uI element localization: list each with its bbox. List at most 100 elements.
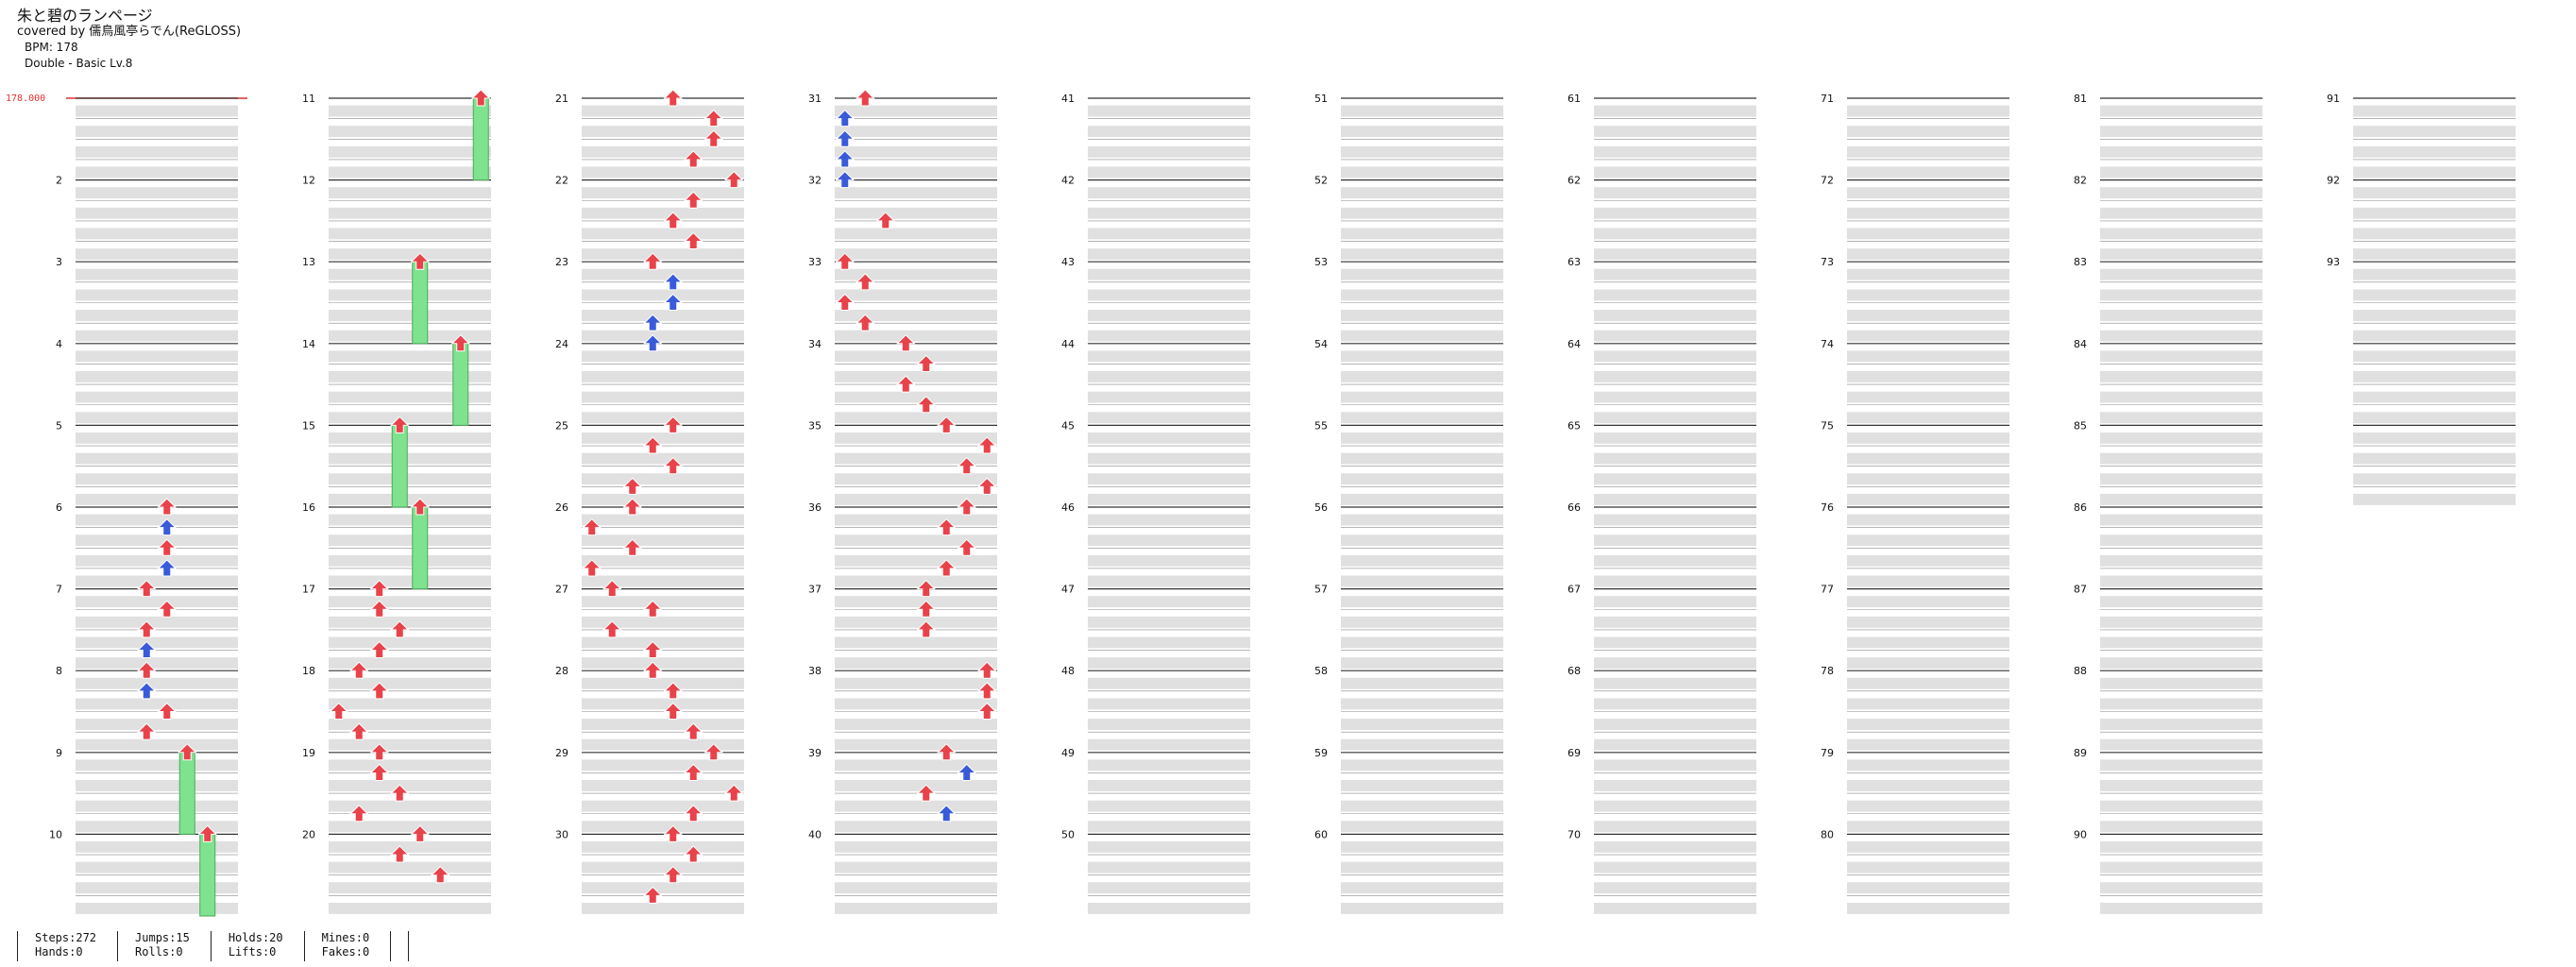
measure-label: 90 [2074, 828, 2087, 840]
row-band [1847, 616, 2009, 628]
measure-label: 14 [302, 338, 315, 350]
row-band [582, 657, 744, 670]
row-band [1847, 514, 2009, 526]
row-band [1594, 780, 1756, 791]
step-arrow [684, 845, 703, 863]
stat-hands: Hands:0 [35, 945, 83, 959]
row-band [329, 616, 491, 628]
row-band [582, 514, 744, 526]
row-band [835, 861, 997, 874]
row-band [1088, 310, 1250, 321]
measure-label: 12 [302, 175, 315, 187]
row-band [835, 575, 997, 587]
measure-label: 2 [56, 175, 62, 187]
step-arrow [137, 579, 157, 598]
step-arrow [369, 763, 389, 781]
row-band [2353, 432, 2516, 444]
row-band [329, 657, 491, 670]
row-band [329, 882, 491, 894]
row-band [835, 821, 997, 833]
step-arrow [663, 702, 683, 720]
row-band [76, 554, 238, 567]
row-band [1088, 207, 1250, 219]
row-band [835, 452, 997, 465]
row-band [2100, 207, 2262, 219]
row-band [835, 248, 997, 261]
row-band [1847, 310, 2009, 321]
row-band [2353, 412, 2516, 424]
row-band [76, 493, 238, 505]
row-band [1847, 452, 2009, 465]
row-band [1341, 657, 1503, 670]
row-band [582, 187, 744, 199]
row-band [1088, 575, 1250, 587]
row-band [329, 902, 491, 914]
measure-label: 83 [2074, 256, 2087, 268]
step-arrow [137, 722, 157, 740]
measure-label: 91 [2327, 93, 2340, 105]
row-band [582, 759, 744, 772]
row-band [329, 738, 491, 751]
measure-label: 61 [1568, 93, 1581, 105]
row-band [1341, 738, 1503, 751]
measure-label: 13 [302, 256, 315, 268]
row-band [2353, 452, 2516, 465]
step-arrow [349, 722, 369, 740]
row-band [1088, 412, 1250, 424]
row-band [1847, 412, 2009, 424]
hold-body [412, 506, 429, 590]
song-artist: covered by 儒鳥風亭らでん(ReGLOSS) [17, 25, 242, 39]
row-band [76, 636, 238, 649]
measure-label: 30 [555, 828, 568, 840]
row-band [76, 473, 238, 485]
row-band [582, 473, 744, 485]
row-band [2100, 514, 2262, 526]
row-band [1594, 289, 1756, 301]
step-arrow [137, 640, 157, 659]
row-band [1341, 861, 1503, 874]
step-arrow [703, 129, 723, 147]
row-band [2353, 228, 2516, 240]
step-arrow [137, 620, 157, 638]
row-band [1088, 432, 1250, 444]
row-band [1594, 902, 1756, 914]
step-arrow [835, 129, 855, 147]
row-band [329, 493, 491, 505]
row-band [1594, 166, 1756, 178]
step-arrow [835, 109, 855, 127]
row-band [1341, 719, 1503, 730]
stats-col-holds: Holds:20 Lifts:0 [210, 931, 304, 961]
step-arrow [369, 579, 389, 598]
measure-label: 92 [2327, 175, 2340, 187]
row-band [582, 166, 744, 178]
row-band [329, 780, 491, 791]
measure-label: 17 [302, 584, 315, 596]
row-band [582, 289, 744, 301]
row-band [1594, 800, 1756, 812]
row-band [835, 412, 997, 424]
measure-label: 32 [808, 175, 822, 187]
step-arrow [663, 824, 683, 842]
row-band [1594, 738, 1756, 751]
row-band [2100, 882, 2262, 894]
step-arrow [471, 89, 491, 107]
step-arrow [157, 498, 177, 516]
row-band [329, 534, 491, 547]
step-arrow [137, 682, 157, 700]
row-band [329, 330, 491, 342]
row-band [1341, 698, 1503, 710]
step-arrow [684, 722, 703, 740]
measure-label: 86 [2074, 501, 2087, 514]
measure-label: 38 [808, 665, 822, 677]
row-band [582, 248, 744, 261]
measure-label: 87 [2074, 584, 2087, 596]
row-band [2100, 145, 2262, 158]
measure-label: 78 [1821, 665, 1834, 677]
row-band [2100, 575, 2262, 587]
row-band [1088, 493, 1250, 505]
row-band [2353, 187, 2516, 199]
row-band [2353, 473, 2516, 485]
row-band [1341, 554, 1503, 567]
row-band [1847, 800, 2009, 812]
row-band [835, 371, 997, 382]
